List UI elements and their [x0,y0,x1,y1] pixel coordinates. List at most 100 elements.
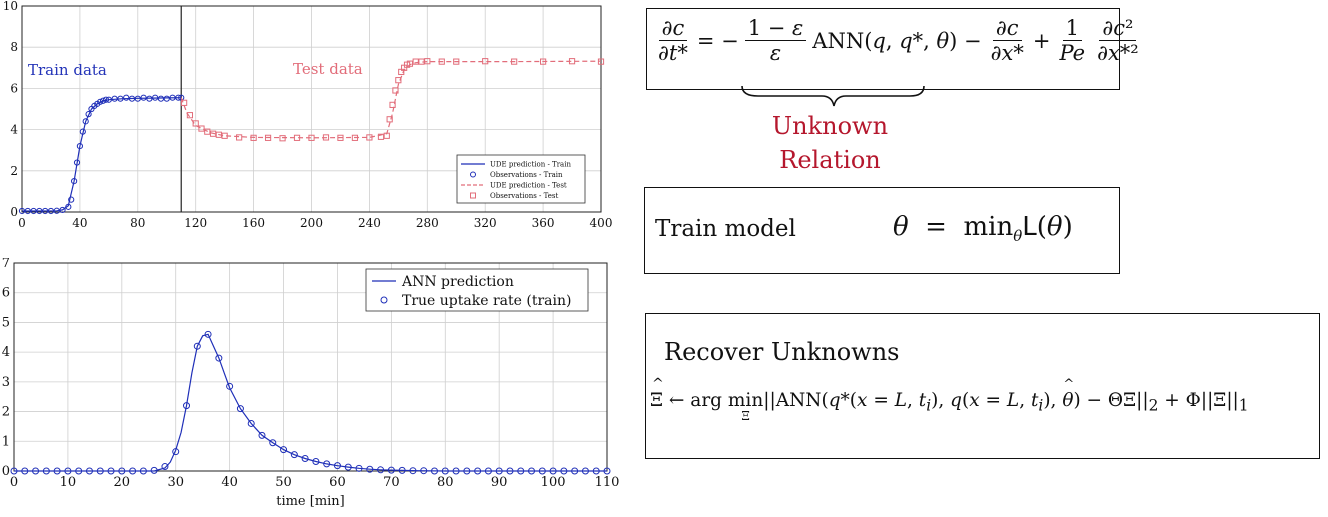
data-point [392,87,399,94]
x-tick-label: 80 [437,475,454,490]
x-tick-label: 70 [383,475,400,490]
data-point [366,134,373,141]
data-point [215,354,223,362]
y-tick-label: 3 [2,375,10,390]
data-point [236,134,243,141]
x-tick-label: 120 [184,216,207,230]
data-point [344,463,352,471]
x-tick-label: 0 [18,216,26,230]
data-point [250,134,257,141]
data-point [129,467,137,475]
data-point [511,58,518,65]
x-tick-label: 110 [595,475,620,490]
data-point [215,131,222,138]
data-point [452,467,460,475]
data-point [247,419,255,427]
data-point [293,134,301,141]
data-point [377,133,385,140]
data-point [97,98,104,105]
x-tick-label: 160 [242,216,265,230]
x-tick-label: 280 [416,216,439,230]
y-tick-label: 7 [2,258,10,271]
data-point [474,467,482,475]
data-point [412,58,419,65]
data-point [198,125,205,132]
y-tick-label: 6 [10,81,18,95]
data-point [418,58,425,65]
data-point [209,130,217,137]
data-point [139,467,147,475]
data-point [183,402,191,410]
train-model-label: Train model [655,216,796,242]
data-point [424,58,431,65]
y-tick-label: 4 [2,345,10,360]
x-tick-label: 50 [275,475,292,490]
data-point [395,77,402,84]
data-point [377,466,385,474]
data-point [68,196,75,203]
relation-text: Relation [779,145,881,174]
data-point [560,467,568,475]
y-tick-label: 0 [10,205,18,219]
plot-frame [21,5,602,213]
data-point [387,466,395,474]
data-point [430,467,438,475]
data-point [495,467,503,475]
data-point [441,467,449,475]
data-point [96,467,104,475]
y-tick-label: 1 [2,434,10,449]
data-point [172,448,180,456]
y-tick-label: 5 [2,315,10,330]
data-point [21,467,29,475]
data-point [333,462,341,470]
bottom-chart: 0 10 20 30 40 50 60 70 80 90 100 110 0 1 2 3 4 5 6 7 time [m… [2,258,620,509]
x-tick-label: 80 [130,216,145,230]
legend-entry: UDE prediction - Test [490,182,567,190]
data-point [53,467,61,475]
data-point [308,134,315,141]
data-point [420,467,428,475]
data-point [592,467,600,475]
legend-entry: True uptake rate (train) [402,293,571,309]
data-point [540,58,547,65]
data-point [279,135,286,142]
data-point [355,464,363,472]
legend-circle-swatch [380,296,388,304]
data-point [337,134,344,141]
x-tick-label: 0 [10,475,18,490]
y-tick-label: 10 [3,0,18,13]
data-point [204,330,212,338]
data-point [312,457,320,465]
data-point [192,120,199,127]
data-point [571,467,579,475]
data-point [482,58,489,65]
data-point [506,467,514,475]
train-data-annotation: Train data [28,61,107,79]
data-point [453,58,460,65]
data-point [409,467,417,475]
legend-entry: Observations - Test [490,192,558,200]
recover-equation: Ξ ^ ← arg min Ξ ||ANN(q*(x = L, ti), q(x = … [650,376,1249,423]
train-model-box: Train model θ = minθL(θ) [644,187,1120,274]
data-point [484,467,492,475]
data-point [351,134,359,141]
data-point [157,95,165,102]
data-point [85,467,93,475]
series-line [14,333,607,472]
data-point [161,463,169,471]
y-tick-label: 0 [2,464,10,479]
data-point [398,466,406,474]
data-point [301,455,309,463]
series-line [180,60,602,139]
data-point [150,466,158,474]
data-point [323,460,331,468]
x-tick-label: 400 [590,216,612,230]
x-tick-label: 360 [532,216,555,230]
data-point [290,451,298,459]
data-point [603,467,611,475]
legend-circle-swatch [470,171,476,178]
x-tick-label: 10 [60,475,77,490]
legend-square-swatch [470,192,476,199]
legend-entry: ANN prediction [401,274,514,290]
x-tick-label: 200 [300,216,323,230]
